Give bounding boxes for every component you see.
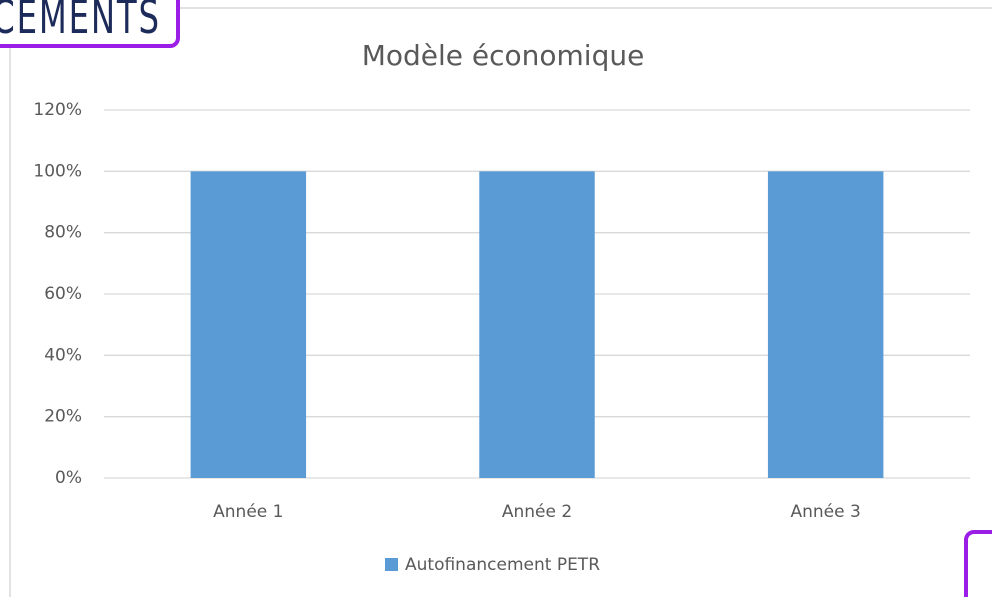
chart-title: Modèle économique — [362, 39, 645, 72]
corner-box — [964, 530, 992, 597]
y-tick-label: 120% — [33, 100, 82, 120]
y-tick-label: 40% — [44, 345, 82, 365]
tag-box — [0, 0, 180, 48]
x-tick-label: Année 3 — [791, 502, 861, 522]
tag-text: CEMENTS — [0, 0, 161, 44]
y-tick-label: 60% — [44, 284, 82, 304]
y-tick-label: 80% — [44, 223, 82, 243]
legend-swatch — [385, 558, 398, 571]
bar — [767, 171, 884, 479]
bar — [190, 171, 307, 479]
y-tick-label: 100% — [33, 161, 82, 181]
legend-label: Autofinancement PETR — [405, 555, 600, 575]
y-tick-label: 0% — [55, 468, 82, 488]
bar — [479, 171, 595, 479]
x-tick-label: Année 1 — [213, 502, 283, 522]
x-tick-label: Année 2 — [502, 502, 572, 522]
y-tick-label: 20% — [44, 407, 82, 427]
